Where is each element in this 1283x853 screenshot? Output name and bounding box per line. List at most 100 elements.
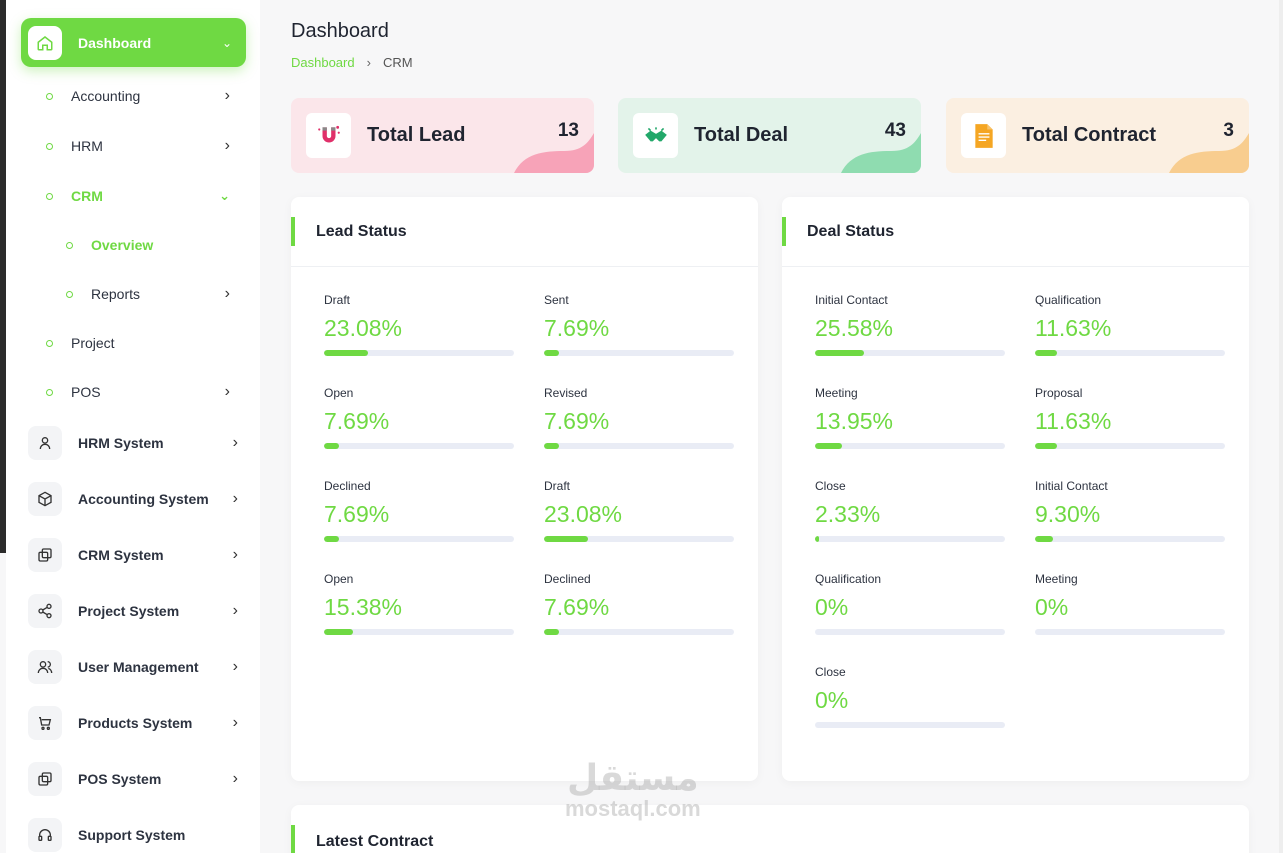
sidebar-item-pos[interactable]: POS ›	[46, 382, 230, 402]
sidebar-item-crm-system[interactable]: CRM System ›	[28, 538, 238, 572]
bullet-icon	[46, 388, 53, 396]
status-metric: Initial Contact 25.58%	[815, 293, 1005, 356]
stat-value: 3	[1223, 120, 1234, 141]
sidebar-item-label: Products System	[78, 715, 193, 731]
metric-name: Meeting	[815, 386, 858, 400]
metric-name: Declined	[544, 572, 591, 586]
chevron-down-icon: ⌄	[221, 35, 232, 50]
progress-track	[815, 722, 1005, 728]
sidebar-item-dashboard[interactable]: Dashboard ⌄	[21, 18, 246, 67]
metric-name: Declined	[324, 479, 371, 493]
progress-fill	[1035, 443, 1058, 449]
progress-track	[544, 350, 734, 356]
decorative-wave	[1169, 133, 1249, 173]
progress-track	[1035, 443, 1225, 449]
status-metric: Close 0%	[815, 665, 1005, 728]
status-metric: Draft 23.08%	[544, 479, 734, 542]
stat-card-total-contract: Total Contract 3	[946, 98, 1249, 173]
progress-track	[544, 629, 734, 635]
progress-track	[1035, 629, 1225, 635]
sidebar-item-project[interactable]: Project	[46, 333, 230, 353]
scrollbar[interactable]	[1279, 0, 1283, 853]
metric-name: Proposal	[1035, 386, 1083, 400]
status-metric: Revised 7.69%	[544, 386, 734, 449]
progress-track	[815, 629, 1005, 635]
watermark: مستقل mostaql.com	[565, 760, 701, 822]
sidebar-item-support-system[interactable]: Support System	[28, 818, 238, 852]
progress-fill	[1035, 350, 1058, 356]
sidebar-item-accounting[interactable]: Accounting ›	[46, 86, 230, 106]
cart-icon	[28, 706, 62, 740]
sidebar-item-project-system[interactable]: Project System ›	[28, 594, 238, 628]
metric-percent: 13.95%	[815, 408, 894, 434]
breadcrumb-dashboard[interactable]: Dashboard	[291, 55, 355, 70]
metric-percent: 7.69%	[544, 408, 610, 434]
status-metric: Open 7.69%	[324, 386, 514, 449]
sidebar-item-label: HRM System	[78, 435, 164, 451]
progress-fill	[324, 443, 339, 449]
metric-name: Close	[815, 479, 846, 493]
sidebar-item-label: CRM System	[78, 547, 164, 563]
sidebar-item-overview[interactable]: Overview	[66, 235, 230, 255]
status-metric: Sent 7.69%	[544, 293, 734, 356]
sidebar-item-label: HRM	[71, 138, 103, 154]
progress-fill	[815, 350, 864, 356]
bullet-icon	[46, 192, 53, 200]
bullet-icon	[46, 142, 53, 150]
sidebar-item-label: Dashboard	[78, 34, 152, 51]
box-icon	[28, 482, 62, 516]
chevron-right-icon: ›	[232, 434, 238, 451]
progress-fill	[544, 629, 559, 635]
progress-track	[544, 536, 734, 542]
status-metric: Qualification 11.63%	[1035, 293, 1225, 356]
progress-fill	[1035, 536, 1053, 542]
sidebar-item-label: Project System	[78, 603, 180, 619]
metric-percent: 11.63%	[1035, 315, 1112, 341]
chevron-right-icon: ›	[232, 546, 238, 563]
stat-card-total-deal: Total Deal 43	[618, 98, 921, 173]
sidebar-item-products-system[interactable]: Products System ›	[28, 706, 238, 740]
bullet-icon	[46, 92, 53, 100]
metric-percent: 9.30%	[1035, 501, 1101, 527]
progress-fill	[815, 536, 820, 542]
decorative-wave	[841, 133, 921, 173]
progress-fill	[815, 443, 842, 449]
sidebar-item-pos-system[interactable]: POS System ›	[28, 762, 238, 796]
sidebar-item-hrm[interactable]: HRM ›	[46, 136, 230, 156]
sidebar-item-label: Project	[71, 335, 115, 351]
sidebar-item-label: Reports	[91, 286, 141, 302]
status-metric: Open 15.38%	[324, 572, 514, 635]
progress-track	[815, 536, 1005, 542]
stat-label: Total Contract	[1022, 124, 1157, 146]
metric-percent: 23.08%	[544, 501, 623, 527]
sidebar-item-accounting-system[interactable]: Accounting System ›	[28, 482, 238, 516]
metric-percent: 7.69%	[544, 594, 610, 620]
metric-name: Meeting	[1035, 572, 1078, 586]
sidebar-item-reports[interactable]: Reports ›	[66, 284, 230, 304]
progress-track	[324, 350, 514, 356]
progress-fill	[544, 536, 588, 542]
sidebar-item-crm[interactable]: CRM ⌄	[46, 186, 230, 206]
metric-name: Initial Contact	[1035, 479, 1108, 493]
sidebar-item-user-management[interactable]: User Management ›	[28, 650, 238, 684]
metric-percent: 11.63%	[1035, 408, 1112, 434]
chevron-right-icon: ›	[232, 490, 238, 507]
sidebar-item-hrm-system[interactable]: HRM System ›	[28, 426, 238, 460]
window-edge	[0, 0, 6, 553]
metric-name: Draft	[544, 479, 571, 493]
status-metric: Proposal 11.63%	[1035, 386, 1225, 449]
metric-percent: 0%	[815, 594, 849, 620]
bullet-icon	[46, 339, 53, 347]
metric-percent: 7.69%	[544, 315, 610, 341]
progress-track	[815, 443, 1005, 449]
sidebar-item-label: CRM	[71, 188, 103, 204]
bullet-icon	[66, 241, 73, 249]
breadcrumb: Dashboard › CRM	[291, 55, 413, 70]
decorative-wave	[514, 133, 594, 173]
metric-name: Sent	[544, 293, 569, 307]
metric-name: Initial Contact	[815, 293, 888, 307]
watermark-arabic: مستقل	[567, 757, 699, 798]
deal-status-card: Deal Status Initial Contact 25.58% Qualifi…	[782, 197, 1249, 781]
chevron-right-icon: ›	[366, 55, 371, 70]
chevron-right-icon: ›	[232, 658, 238, 675]
